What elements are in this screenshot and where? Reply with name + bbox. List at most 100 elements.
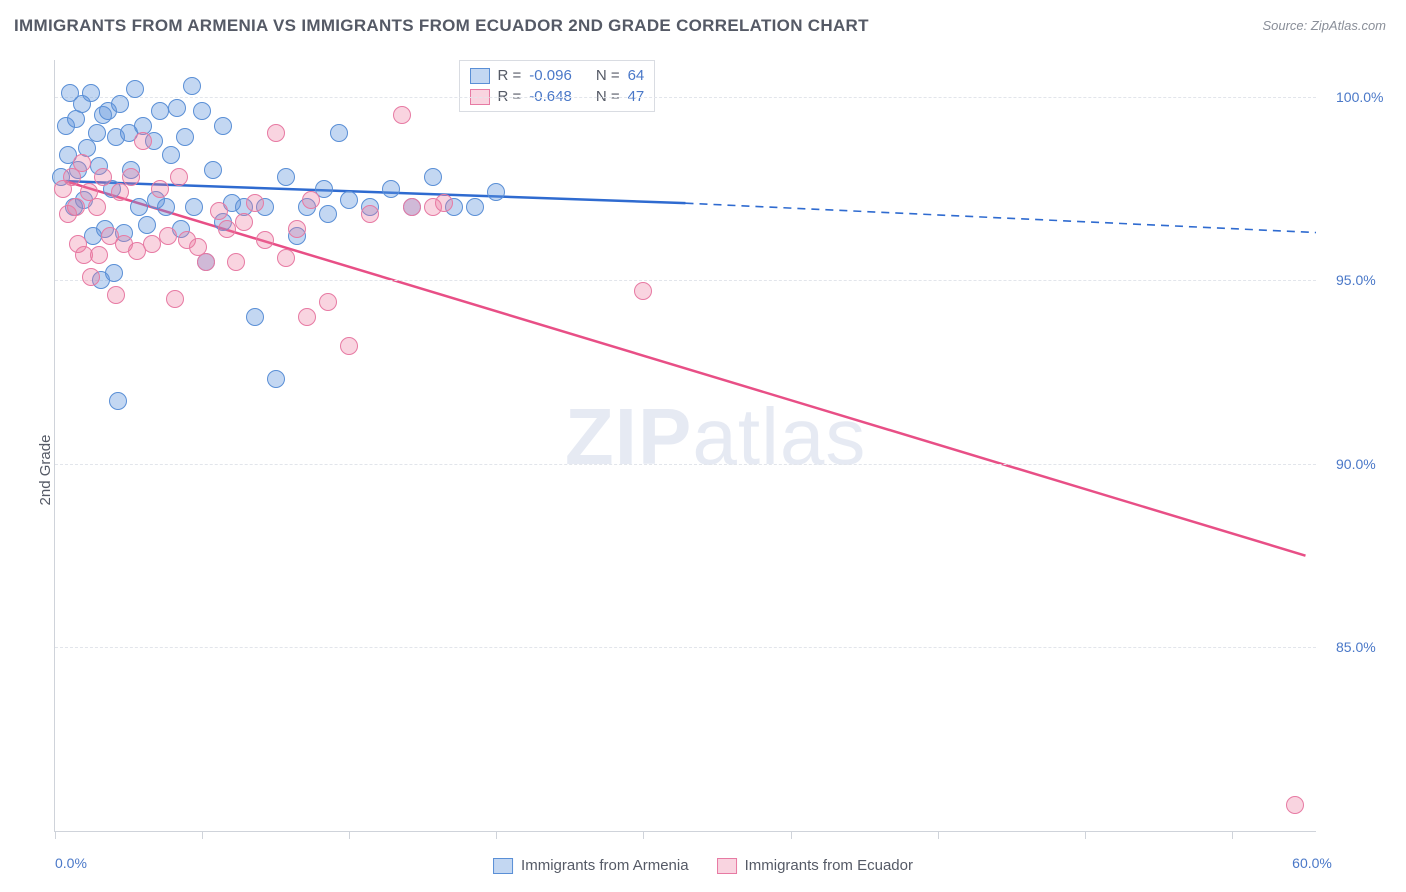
legend-label: Immigrants from Armenia bbox=[521, 857, 689, 874]
chart-container: 2nd Grade ZIPatlas R =-0.096N =64R =-0.6… bbox=[0, 48, 1406, 892]
x-tick bbox=[496, 831, 497, 839]
gridline bbox=[55, 464, 1316, 465]
data-point-ecuador bbox=[403, 198, 421, 216]
data-point-armenia bbox=[193, 102, 211, 120]
x-tick bbox=[55, 831, 56, 839]
watermark: ZIPatlas bbox=[565, 390, 866, 482]
data-point-ecuador bbox=[151, 180, 169, 198]
x-tick bbox=[938, 831, 939, 839]
legend-label: Immigrants from Ecuador bbox=[745, 857, 913, 874]
data-point-ecuador bbox=[246, 194, 264, 212]
regression-lines-layer bbox=[55, 60, 1316, 831]
data-point-armenia bbox=[246, 308, 264, 326]
data-point-ecuador bbox=[107, 286, 125, 304]
data-point-ecuador bbox=[393, 106, 411, 124]
n-value: 64 bbox=[628, 67, 645, 84]
data-point-ecuador bbox=[94, 168, 112, 186]
data-point-ecuador bbox=[1286, 796, 1304, 814]
data-point-ecuador bbox=[166, 290, 184, 308]
x-tick bbox=[349, 831, 350, 839]
data-point-armenia bbox=[157, 198, 175, 216]
data-point-ecuador bbox=[227, 253, 245, 271]
data-point-armenia bbox=[130, 198, 148, 216]
n-label: N = bbox=[596, 67, 620, 84]
y-tick-label: 90.0% bbox=[1336, 456, 1376, 472]
data-point-ecuador bbox=[340, 337, 358, 355]
data-point-armenia bbox=[162, 146, 180, 164]
data-point-ecuador bbox=[302, 191, 320, 209]
y-tick-label: 100.0% bbox=[1336, 89, 1383, 105]
data-point-armenia bbox=[109, 392, 127, 410]
data-point-ecuador bbox=[122, 168, 140, 186]
data-point-armenia bbox=[277, 168, 295, 186]
data-point-armenia bbox=[111, 95, 129, 113]
data-point-armenia bbox=[138, 216, 156, 234]
data-point-armenia bbox=[214, 117, 232, 135]
x-tick-label: 0.0% bbox=[55, 855, 87, 871]
data-point-armenia bbox=[88, 124, 106, 142]
data-point-armenia bbox=[151, 102, 169, 120]
legend-item-armenia: Immigrants from Armenia bbox=[493, 857, 689, 874]
data-point-armenia bbox=[319, 205, 337, 223]
data-point-armenia bbox=[126, 80, 144, 98]
regression-line-ecuador bbox=[66, 181, 1306, 555]
data-point-ecuador bbox=[197, 253, 215, 271]
y-axis-label: 2nd Grade bbox=[37, 435, 54, 506]
data-point-ecuador bbox=[235, 213, 253, 231]
stats-row-armenia: R = -0.096 N = 64 bbox=[470, 67, 645, 84]
data-point-ecuador bbox=[134, 132, 152, 150]
data-point-ecuador bbox=[159, 227, 177, 245]
x-tick bbox=[202, 831, 203, 839]
data-point-armenia bbox=[330, 124, 348, 142]
x-tick bbox=[791, 831, 792, 839]
data-point-ecuador bbox=[361, 205, 379, 223]
data-point-ecuador bbox=[256, 231, 274, 249]
data-point-armenia bbox=[424, 168, 442, 186]
data-point-ecuador bbox=[218, 220, 236, 238]
y-tick-label: 85.0% bbox=[1336, 639, 1376, 655]
data-point-armenia bbox=[176, 128, 194, 146]
y-tick-label: 95.0% bbox=[1336, 272, 1376, 288]
regression-extrapolation-armenia bbox=[686, 203, 1317, 232]
r-value: -0.096 bbox=[529, 67, 572, 84]
data-point-ecuador bbox=[267, 124, 285, 142]
data-point-armenia bbox=[340, 191, 358, 209]
data-point-ecuador bbox=[82, 268, 100, 286]
r-label: R = bbox=[498, 67, 522, 84]
gridline bbox=[55, 280, 1316, 281]
data-point-ecuador bbox=[298, 308, 316, 326]
data-point-ecuador bbox=[90, 246, 108, 264]
data-point-armenia bbox=[185, 198, 203, 216]
data-point-armenia bbox=[466, 198, 484, 216]
data-point-armenia bbox=[183, 77, 201, 95]
data-point-ecuador bbox=[143, 235, 161, 253]
data-point-ecuador bbox=[67, 198, 85, 216]
data-point-ecuador bbox=[210, 202, 228, 220]
swatch-icon bbox=[470, 68, 490, 84]
plot-area: ZIPatlas R =-0.096N =64R =-0.648N =47 85… bbox=[54, 60, 1316, 832]
data-point-ecuador bbox=[170, 168, 188, 186]
data-point-armenia bbox=[82, 84, 100, 102]
data-point-armenia bbox=[105, 264, 123, 282]
source-attribution: Source: ZipAtlas.com bbox=[1262, 18, 1386, 33]
data-point-ecuador bbox=[288, 220, 306, 238]
gridline bbox=[55, 97, 1316, 98]
data-point-armenia bbox=[168, 99, 186, 117]
data-point-ecuador bbox=[88, 198, 106, 216]
data-point-ecuador bbox=[319, 293, 337, 311]
data-point-armenia bbox=[204, 161, 222, 179]
swatch-icon bbox=[493, 858, 513, 874]
data-point-ecuador bbox=[634, 282, 652, 300]
data-point-ecuador bbox=[277, 249, 295, 267]
x-tick bbox=[643, 831, 644, 839]
x-tick bbox=[1232, 831, 1233, 839]
data-point-armenia bbox=[267, 370, 285, 388]
x-tick bbox=[1085, 831, 1086, 839]
x-tick-label: 60.0% bbox=[1292, 855, 1332, 871]
stats-legend: R =-0.096N =64R =-0.648N =47 bbox=[459, 60, 656, 112]
gridline bbox=[55, 647, 1316, 648]
series-legend: Immigrants from Armenia Immigrants from … bbox=[493, 857, 913, 874]
data-point-armenia bbox=[382, 180, 400, 198]
data-point-ecuador bbox=[73, 154, 91, 172]
chart-title: IMMIGRANTS FROM ARMENIA VS IMMIGRANTS FR… bbox=[14, 16, 869, 36]
